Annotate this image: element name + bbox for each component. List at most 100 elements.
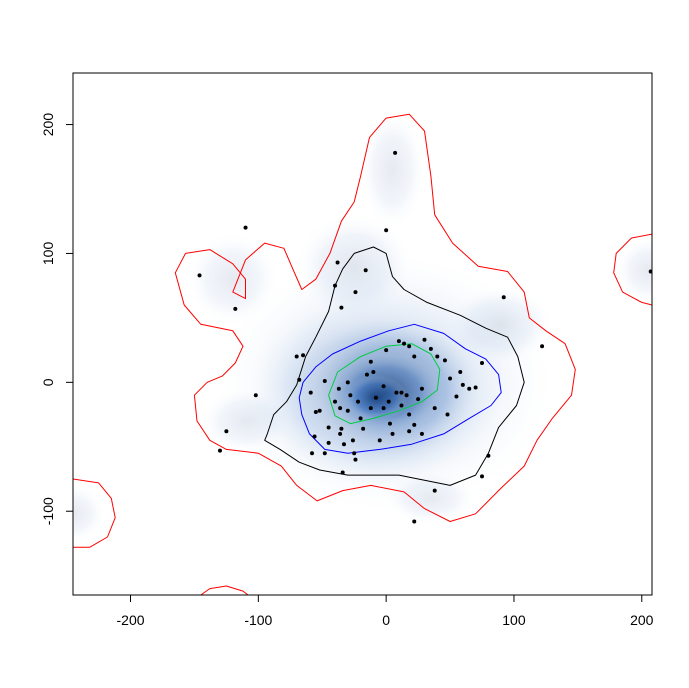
data-point bbox=[432, 488, 437, 493]
data-point bbox=[540, 344, 545, 349]
data-point bbox=[352, 451, 357, 456]
data-point bbox=[333, 283, 338, 288]
data-point bbox=[322, 451, 327, 456]
data-point bbox=[294, 354, 299, 359]
contour-lines bbox=[73, 113, 652, 595]
data-point bbox=[442, 358, 447, 363]
data-point bbox=[345, 380, 350, 385]
data-point bbox=[384, 348, 389, 353]
density-blob bbox=[200, 388, 291, 454]
data-point bbox=[412, 354, 417, 359]
data-point bbox=[399, 390, 404, 395]
data-point bbox=[407, 412, 412, 417]
data-point bbox=[340, 470, 345, 475]
contour-line-inner bbox=[328, 343, 441, 425]
data-point bbox=[350, 438, 355, 443]
data-point bbox=[473, 385, 478, 390]
x-tick-label: 100 bbox=[502, 612, 526, 628]
data-point bbox=[412, 422, 417, 427]
data-point bbox=[301, 353, 306, 358]
data-point bbox=[333, 399, 338, 404]
x-tick-label: -200 bbox=[117, 612, 145, 628]
contour-line-outer-islands bbox=[73, 478, 116, 548]
contour-line-third bbox=[298, 323, 502, 454]
data-point bbox=[312, 434, 317, 439]
data-point bbox=[381, 406, 386, 411]
data-point bbox=[396, 339, 401, 344]
data-point bbox=[341, 442, 346, 447]
data-point bbox=[412, 519, 417, 524]
data-point bbox=[399, 403, 404, 408]
density-blob bbox=[386, 472, 476, 525]
data-point bbox=[445, 412, 450, 417]
density-surface bbox=[73, 111, 652, 543]
data-point bbox=[393, 150, 398, 155]
data-point bbox=[326, 425, 331, 430]
x-tick-label: 200 bbox=[630, 612, 654, 628]
data-point bbox=[458, 370, 463, 375]
data-point bbox=[373, 395, 378, 400]
y-axis: -100 0 100 200 bbox=[40, 113, 73, 525]
data-point bbox=[486, 453, 491, 458]
data-point bbox=[381, 384, 386, 389]
plot-frame bbox=[72, 72, 653, 596]
density-blob bbox=[360, 111, 425, 228]
contour-line-outer-islands bbox=[200, 585, 249, 595]
data-point bbox=[402, 341, 407, 346]
data-point bbox=[297, 377, 302, 382]
data-point bbox=[348, 393, 353, 398]
data-point bbox=[435, 354, 440, 359]
data-point bbox=[336, 386, 341, 391]
data-point bbox=[407, 429, 412, 434]
y-tick-label: 0 bbox=[40, 378, 56, 386]
data-point bbox=[394, 390, 399, 395]
data-point bbox=[253, 393, 258, 398]
data-point bbox=[310, 451, 315, 456]
data-point bbox=[313, 409, 318, 414]
data-point bbox=[371, 370, 376, 375]
data-point bbox=[368, 406, 373, 411]
data-point bbox=[501, 295, 506, 300]
y-tick-label: 200 bbox=[40, 113, 56, 137]
data-point bbox=[428, 346, 433, 351]
x-axis: -200 -100 0 100 200 bbox=[117, 595, 654, 628]
data-point bbox=[353, 457, 358, 462]
y-tick-label: 100 bbox=[40, 242, 56, 266]
data-point bbox=[386, 399, 391, 404]
data-point bbox=[356, 399, 361, 404]
data-point bbox=[480, 474, 485, 479]
data-point bbox=[460, 382, 465, 387]
y-tick-label: -100 bbox=[40, 497, 56, 525]
data-point bbox=[335, 260, 340, 265]
data-point bbox=[364, 372, 369, 377]
data-point bbox=[338, 406, 343, 411]
data-point bbox=[361, 426, 366, 431]
contour-line-outer-islands bbox=[613, 233, 652, 306]
contour-line-second bbox=[264, 246, 525, 486]
data-point bbox=[387, 421, 392, 426]
density-blob bbox=[616, 237, 652, 303]
x-tick-label: -100 bbox=[244, 612, 272, 628]
data-point bbox=[404, 393, 409, 398]
data-point bbox=[419, 431, 424, 436]
data-point bbox=[448, 376, 453, 381]
data-point bbox=[233, 306, 238, 311]
data-points bbox=[197, 150, 652, 524]
data-point bbox=[390, 431, 395, 436]
data-point bbox=[454, 394, 459, 399]
data-point bbox=[467, 386, 472, 391]
data-point bbox=[326, 440, 331, 445]
data-point bbox=[217, 448, 222, 453]
data-point bbox=[353, 290, 358, 295]
data-point bbox=[339, 426, 344, 431]
data-point bbox=[358, 416, 363, 421]
data-point bbox=[377, 438, 382, 443]
data-point bbox=[407, 344, 412, 349]
data-point bbox=[416, 397, 421, 402]
data-point bbox=[648, 269, 652, 274]
data-point bbox=[308, 390, 313, 395]
data-point bbox=[345, 408, 350, 413]
data-point bbox=[432, 406, 437, 411]
data-point bbox=[339, 305, 344, 310]
